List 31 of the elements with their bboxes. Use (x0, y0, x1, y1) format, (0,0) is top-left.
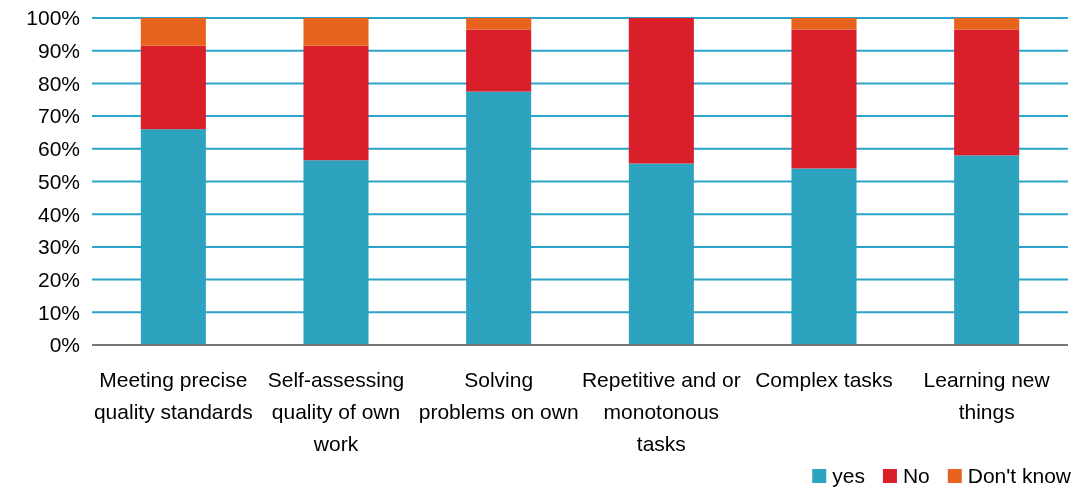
legend-label: No (902, 464, 930, 487)
y-tick-label: 0% (49, 333, 80, 357)
x-tick-label: Solving problems on own (418, 368, 579, 423)
bar (628, 18, 694, 164)
bar (466, 18, 532, 30)
y-tick-label: 90% (37, 39, 80, 63)
bar (466, 29, 532, 92)
x-tick-label: Learning new things (923, 368, 1051, 423)
y-tick-label: 10% (37, 300, 80, 324)
y-tick-label: 60% (37, 137, 80, 161)
bar (954, 18, 1020, 30)
bar (140, 18, 206, 46)
y-tick-label: 50% (37, 169, 80, 193)
y-tick-label: 20% (37, 267, 80, 291)
y-tick-label: 30% (37, 235, 80, 259)
bar (954, 29, 1020, 156)
y-tick-label: 70% (37, 104, 80, 128)
legend-label: yes (832, 464, 865, 487)
y-tick-label: 100% (26, 6, 80, 30)
x-tick-label: Meeting precise quality standards (93, 368, 253, 423)
bar (140, 45, 206, 130)
bar (303, 18, 369, 46)
y-tick-label: 80% (37, 71, 80, 95)
bar (791, 29, 857, 169)
bar (791, 18, 857, 30)
x-tick-label: Complex tasks (755, 368, 893, 391)
x-tick-label: Repetitive and or monotonous tasks (581, 368, 741, 455)
y-tick-label: 40% (37, 202, 80, 226)
legend-label: Don't know (967, 464, 1072, 487)
bar (303, 45, 369, 161)
x-tick-label: Self-assessing quality of own work (267, 368, 405, 455)
